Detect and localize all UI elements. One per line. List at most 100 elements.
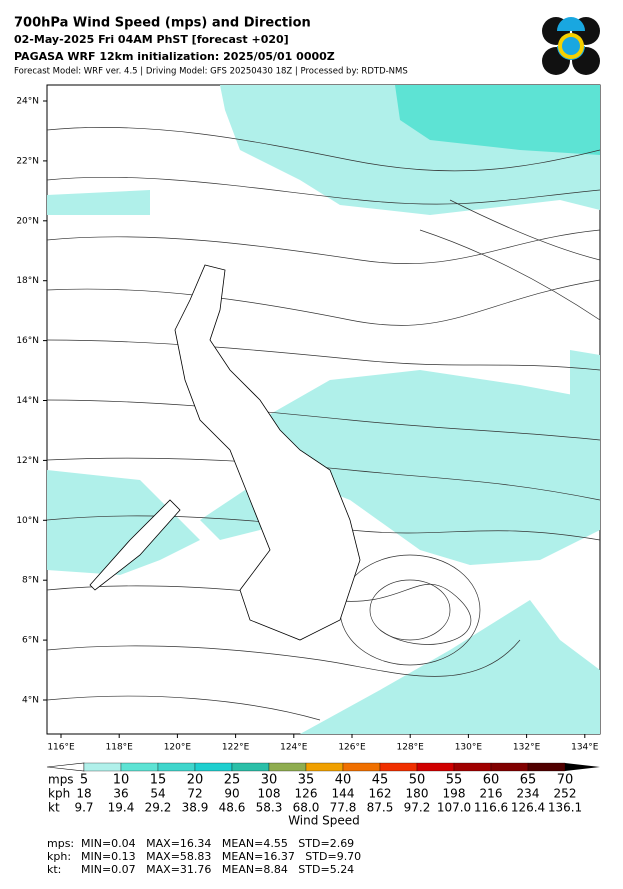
- lon-label: 128°E: [397, 743, 425, 753]
- stat-unit: kt:: [47, 863, 61, 876]
- stat-text: MIN=0.04 MAX=16.34 MEAN=4.55 STD=2.69: [81, 837, 354, 850]
- colorbar-label: 10: [113, 773, 130, 788]
- stat-unit: mps:: [47, 837, 74, 850]
- land: [174, 264, 361, 641]
- lat-label: 18°N: [16, 276, 39, 286]
- colorbar-segment: [83, 762, 122, 772]
- colorbar-label: 107.0: [437, 801, 471, 815]
- colorbar-segment: [453, 762, 492, 772]
- colorbar-label: 40: [335, 773, 352, 788]
- stat-unit: kph:: [47, 850, 71, 863]
- stat-text: MIN=0.07 MAX=31.76 MEAN=8.84 STD=5.24: [81, 863, 354, 876]
- longitude-labels: 116°E 118°E 120°E 122°E 124°E 126°E 128°E 130°E…: [47, 734, 599, 753]
- colorbar-label: 234: [517, 787, 540, 801]
- unit-label: mps: [48, 773, 74, 787]
- colorbar-label: 50: [409, 773, 426, 788]
- unit-label: kph: [48, 787, 70, 801]
- colorbar-label: 58.3: [256, 801, 283, 815]
- colorbar-extend: [46, 762, 85, 772]
- lat-label: 24°N: [16, 97, 39, 107]
- colorbar-label: 45: [372, 773, 389, 788]
- colorbar-segment: [527, 762, 566, 772]
- colorbar-label: 48.6: [219, 801, 246, 815]
- lon-label: 118°E: [106, 743, 134, 753]
- colorbar-segment: [194, 762, 233, 772]
- colorbar-label: 108: [258, 787, 281, 801]
- colorbar-label: 126.4: [511, 801, 545, 815]
- colorbar-label: 38.9: [182, 801, 209, 815]
- lon-label: 124°E: [280, 743, 308, 753]
- colorbar-label: 216: [480, 787, 503, 801]
- subtitle: PAGASA WRF 12km initialization: 2025/05/…: [14, 50, 335, 63]
- colorbar-label: 126: [295, 787, 318, 801]
- colorbar-label: 5: [80, 773, 88, 788]
- lat-label: 10°N: [16, 516, 39, 526]
- colorbar-segment: [231, 762, 270, 772]
- colorbar-segment: [120, 762, 159, 772]
- colorbar-extend: [565, 763, 600, 771]
- colorbar-label: 36: [113, 787, 128, 801]
- latitude-labels: 24°N 22°N 20°N 18°N 16°N 14°N 12°N 10°N 8°N 6°N 4°…: [16, 97, 47, 706]
- colorbar-label: 198: [443, 787, 466, 801]
- lon-label: 120°E: [164, 743, 192, 753]
- subtitle: Forecast Model: WRF ver. 4.5 | Driving M…: [14, 67, 408, 77]
- colorbar-label: 25: [224, 773, 241, 788]
- lat-label: 12°N: [16, 456, 39, 466]
- lon-label: 130°E: [455, 743, 483, 753]
- lat-label: 6°N: [22, 636, 39, 646]
- colorbar-segment: [379, 762, 418, 772]
- unit-label: kt: [48, 801, 60, 815]
- colorbar-label: 9.7: [74, 801, 93, 815]
- lat-label: 4°N: [22, 696, 39, 706]
- colorbar-label: 72: [187, 787, 202, 801]
- colorbar-label: 60: [483, 773, 500, 788]
- colorbar-label: 87.5: [367, 801, 394, 815]
- lon-label: 132°E: [513, 743, 541, 753]
- colorbar-label: 54: [150, 787, 165, 801]
- lon-label: 116°E: [47, 743, 75, 753]
- colorbar-label: 90: [224, 787, 239, 801]
- colorbar-label: 15: [150, 773, 167, 788]
- colorbar-segment: [416, 762, 455, 772]
- lon-label: 134°E: [571, 743, 599, 753]
- colorbar-label: 97.2: [404, 801, 431, 815]
- colorbar-label: 18: [76, 787, 91, 801]
- colorbar-label: 19.4: [108, 801, 135, 815]
- lon-label: 122°E: [222, 743, 250, 753]
- colorbar-label: 77.8: [330, 801, 357, 815]
- land: [89, 499, 181, 591]
- colorbar-label: 162: [369, 787, 392, 801]
- colorbar-segment: [490, 762, 529, 772]
- colorbar-label: 65: [520, 773, 537, 788]
- lat-label: 20°N: [16, 216, 39, 226]
- colorbar-label: 55: [446, 773, 463, 788]
- colorbar-label: 180: [406, 787, 429, 801]
- colorbar-label: 70: [557, 773, 574, 788]
- colorbar-label: 68.0: [293, 801, 320, 815]
- lat-label: 8°N: [22, 576, 39, 586]
- logo: [542, 17, 600, 75]
- colorbar-label: 144: [332, 787, 355, 801]
- colorbar-segment: [342, 762, 381, 772]
- streamlines: [47, 127, 600, 721]
- colorbar-label: 252: [554, 787, 577, 801]
- lat-label: 22°N: [16, 156, 39, 166]
- lat-label: 14°N: [16, 396, 39, 406]
- wind-shading: [47, 85, 600, 734]
- lat-label: 16°N: [16, 336, 39, 346]
- colorbar-label: 29.2: [145, 801, 172, 815]
- title: 700hPa Wind Speed (mps) and Direction: [14, 16, 311, 31]
- colorbar-label: 136.1: [548, 801, 582, 815]
- lon-label: 126°E: [338, 743, 366, 753]
- colorbar-label: 30: [261, 773, 278, 788]
- colorbar-segment: [305, 762, 344, 772]
- colorbar-label: 116.6: [474, 801, 508, 815]
- colorbar-segment: [157, 762, 196, 772]
- colorbar-segment: [268, 762, 307, 772]
- stat-text: MIN=0.13 MAX=58.83 MEAN=16.37 STD=9.70: [81, 850, 361, 863]
- colorbar-label: 35: [298, 773, 315, 788]
- subtitle: 02-May-2025 Fri 04AM PhST [forecast +020…: [14, 33, 289, 46]
- colorbar: mps 5 10 15 20 25 30 35 40 45 50 55 60 65 70 kph 18 36 54 7…: [46, 762, 600, 815]
